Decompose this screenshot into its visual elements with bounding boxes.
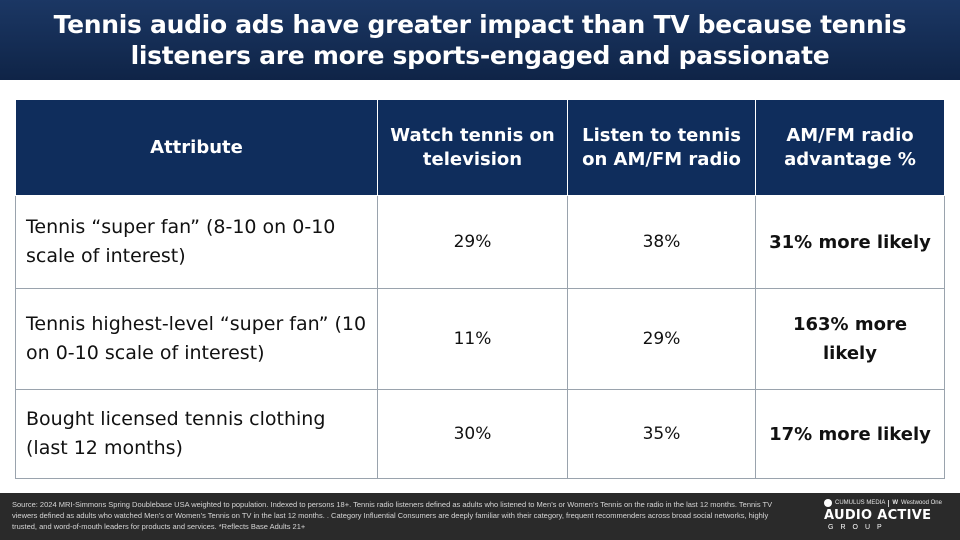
westwood-one-label: Westwood One bbox=[901, 500, 942, 506]
tv-cell: 29% bbox=[377, 195, 568, 289]
advantage-cell: 31% more likely bbox=[755, 195, 945, 289]
audio-active-group-logo: CUMULUS MEDIA W Westwood One AUDIO ACTIV… bbox=[824, 499, 954, 535]
attribute-cell: Tennis highest-level “super fan” (10 on … bbox=[15, 288, 378, 390]
radio-cell: 35% bbox=[567, 389, 756, 479]
logo-name: AUDIO ACTIVE bbox=[824, 508, 932, 523]
slide-header: Tennis audio ads have greater impact tha… bbox=[0, 0, 960, 80]
radio-cell: 38% bbox=[567, 195, 756, 289]
column-header: AM/FM radio advantage % bbox=[755, 99, 945, 196]
table-row: Bought licensed tennis clothing (last 12… bbox=[15, 389, 945, 479]
cumulus-icon bbox=[824, 499, 832, 507]
advantage-cell: 17% more likely bbox=[755, 389, 945, 479]
table-header-row: Attribute Watch tennis on television Lis… bbox=[15, 99, 945, 196]
tv-cell: 30% bbox=[377, 389, 568, 479]
logo-divider bbox=[888, 499, 890, 507]
logo-group: GROUP bbox=[828, 524, 889, 531]
slide-title: Tennis audio ads have greater impact tha… bbox=[53, 10, 907, 70]
attribute-cell: Bought licensed tennis clothing (last 12… bbox=[15, 389, 378, 479]
source-note: Source: 2024 MRI-Simmons Spring Doubleba… bbox=[12, 500, 773, 531]
table-row: Tennis “super fan” (8-10 on 0-10 scale o… bbox=[15, 195, 945, 289]
partner-logos: CUMULUS MEDIA W Westwood One bbox=[824, 499, 954, 507]
slide-footer: Source: 2024 MRI-Simmons Spring Doubleba… bbox=[0, 493, 960, 540]
advantage-cell: 163% more likely bbox=[755, 288, 945, 390]
radio-cell: 29% bbox=[567, 288, 756, 390]
tv-cell: 11% bbox=[377, 288, 568, 390]
cumulus-label: CUMULUS MEDIA bbox=[835, 500, 886, 506]
comparison-table: Attribute Watch tennis on television Lis… bbox=[15, 99, 945, 479]
column-header: Listen to tennis on AM/FM radio bbox=[567, 99, 756, 196]
table-row: Tennis highest-level “super fan” (10 on … bbox=[15, 288, 945, 390]
westwood-one-icon: W bbox=[892, 500, 899, 506]
attribute-cell: Tennis “super fan” (8-10 on 0-10 scale o… bbox=[15, 195, 378, 289]
column-header: Attribute bbox=[15, 99, 378, 196]
column-header: Watch tennis on television bbox=[377, 99, 568, 196]
